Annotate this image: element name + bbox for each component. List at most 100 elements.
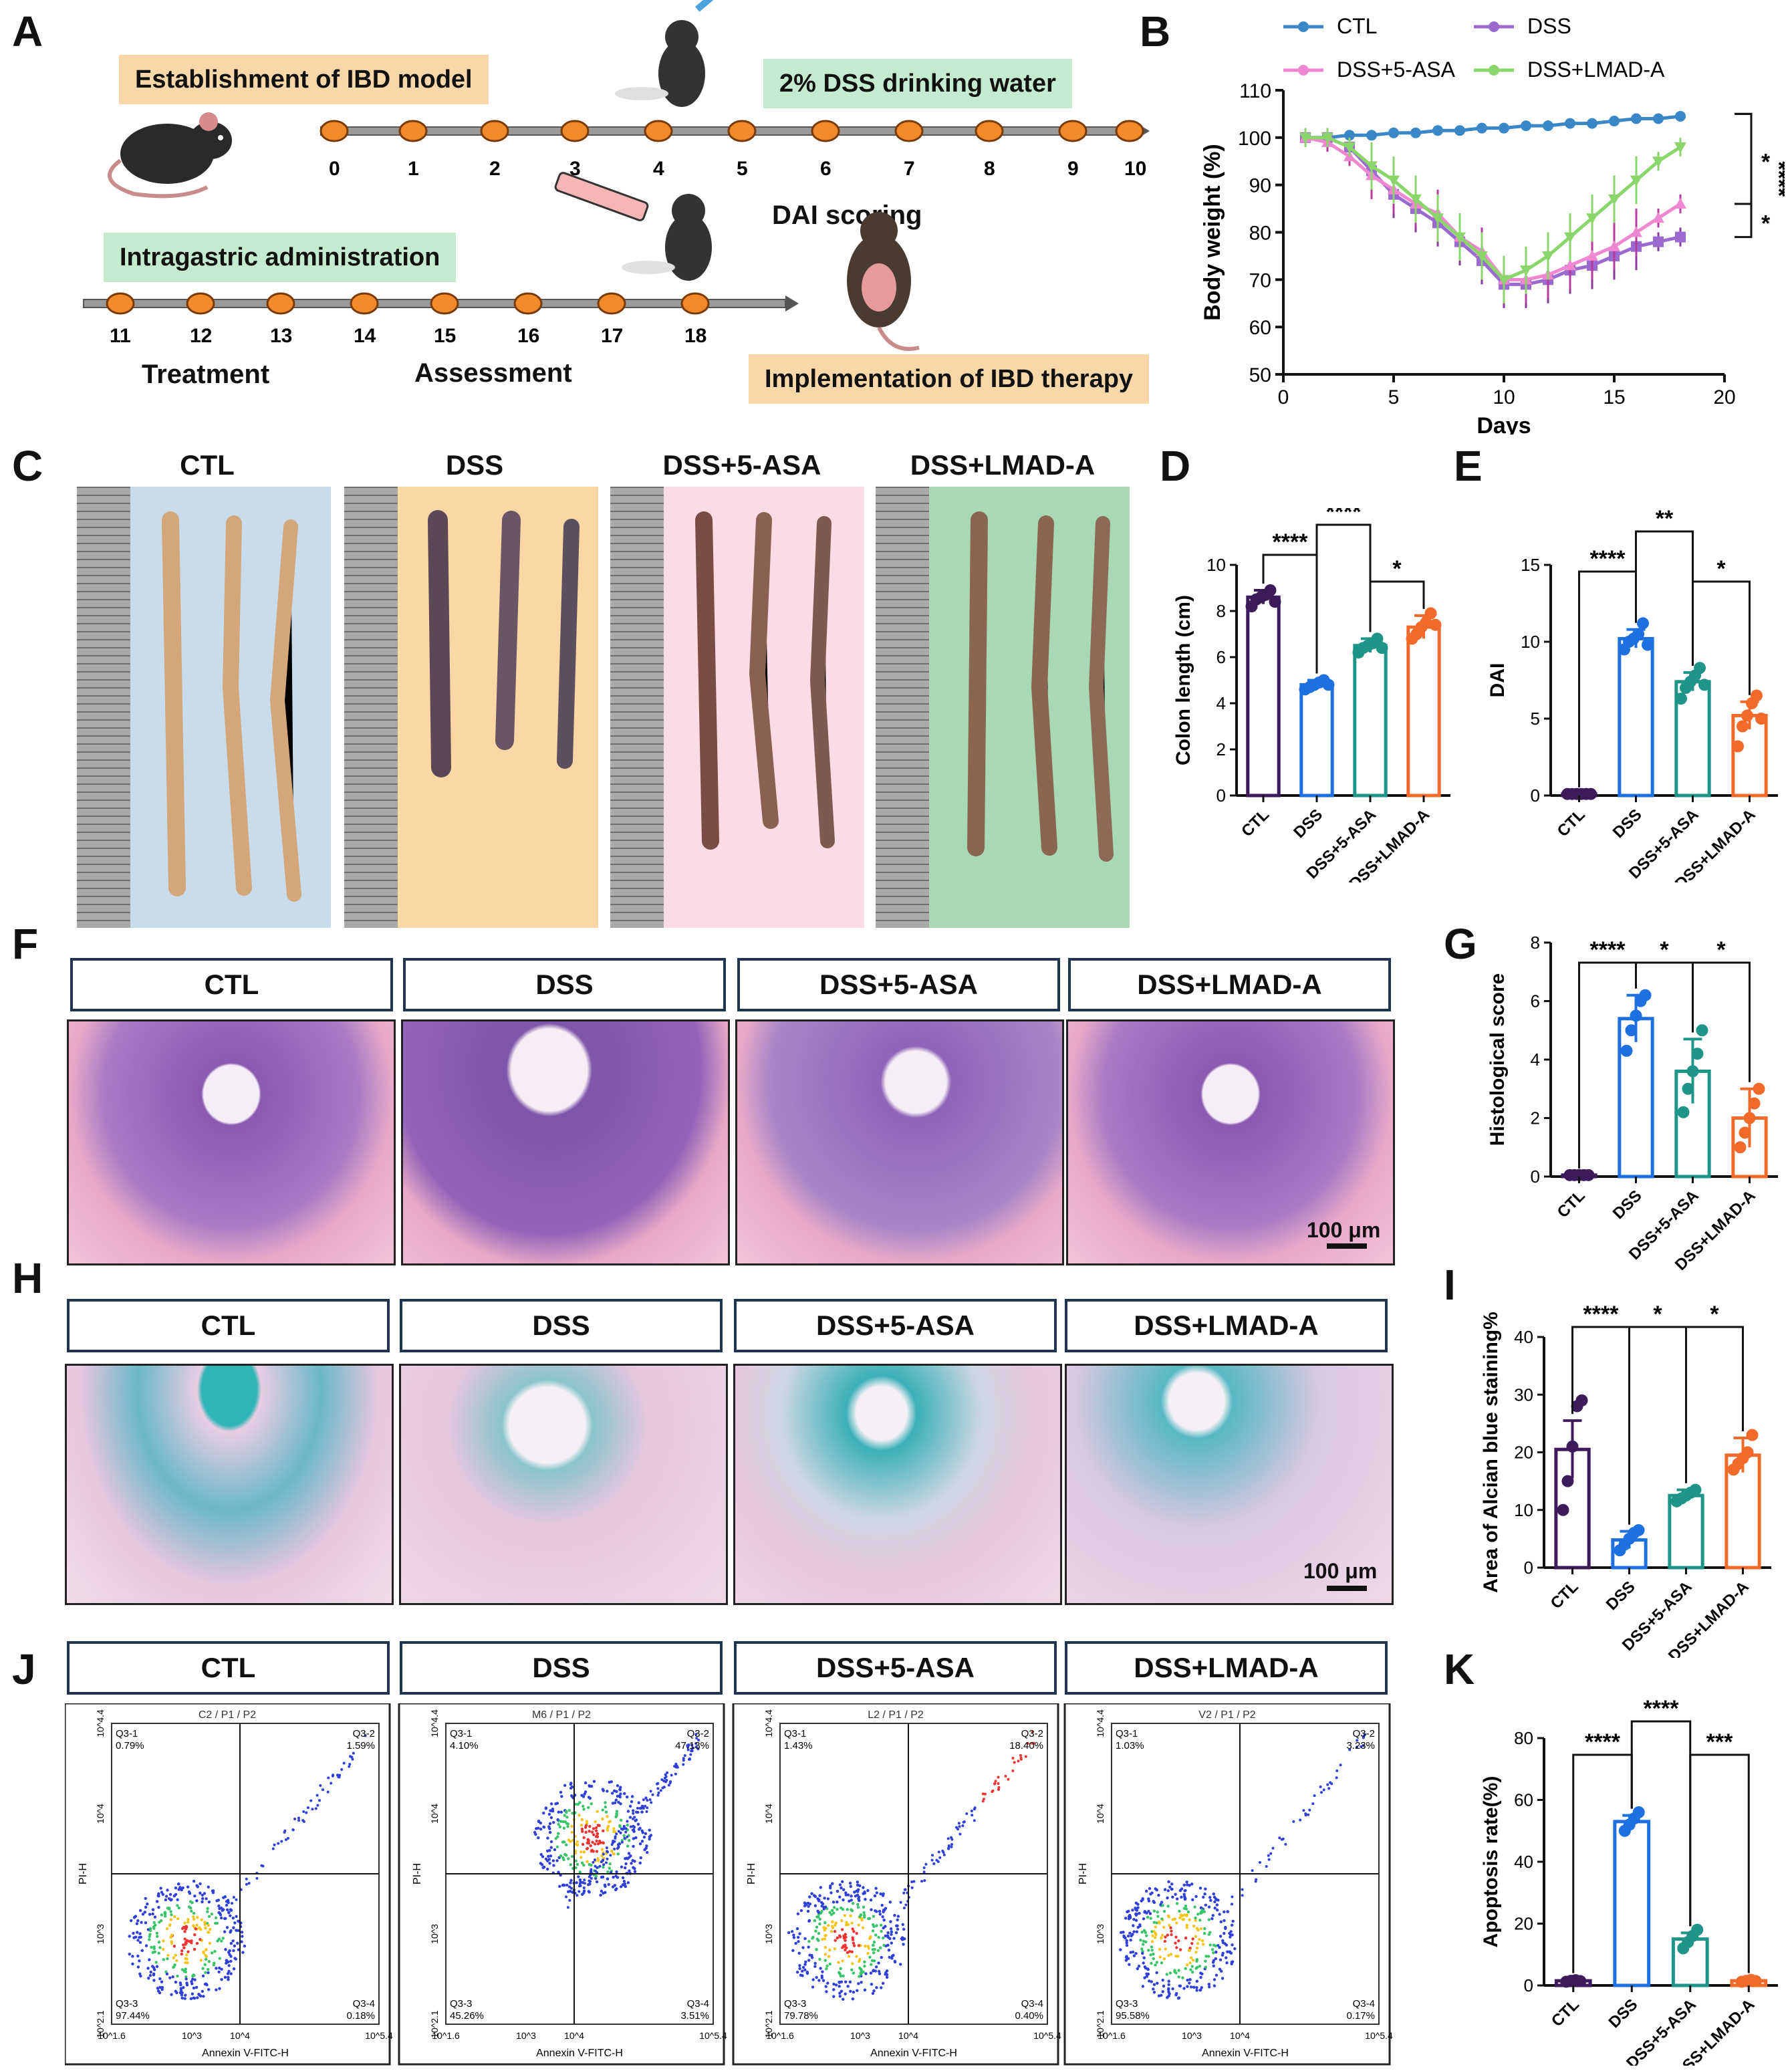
facs-event [860,1969,864,1973]
facs-event [858,1966,862,1970]
y-axis-label: Body weight (%) [1200,144,1225,320]
facs-event [593,1858,596,1862]
facs-event [195,1923,199,1927]
facs-event [817,1931,821,1935]
facs-event [850,1908,853,1911]
timeline-dot [680,292,710,315]
facs-event [592,1780,596,1783]
facs-event [1171,1918,1174,1921]
facs-event [232,1896,235,1899]
timeline-day-label: 11 [110,325,131,347]
facs-event [225,1903,229,1907]
mouse-dissected [847,212,920,351]
quadrant-name: Q3-1 [784,1728,806,1739]
facs-event [576,1803,580,1806]
facs-event [615,1832,618,1836]
facs-event [165,1927,169,1931]
sig-bracket [1735,112,1753,205]
facs-event [815,1948,818,1951]
facs-event [148,1935,151,1938]
facs-event [946,1837,950,1840]
facs-event [1135,1913,1139,1916]
facs-event [624,1857,627,1860]
facs-event [1138,1923,1142,1927]
facs-event [561,1840,565,1844]
facs-event [807,1945,810,1949]
facs-event [1184,1905,1188,1908]
facs-event [838,1883,842,1886]
facs-event [1154,1925,1158,1929]
facs-event [1150,1961,1153,1965]
facs-event [566,1906,569,1909]
facs-event [578,1890,581,1893]
facs-event [199,1937,202,1941]
facs-event [205,1948,208,1952]
quadrant-name: Q3-3 [116,1998,138,2009]
facs-event [818,1917,822,1921]
legend-marker [1489,65,1499,76]
facs-event [648,1835,652,1838]
facs-event [594,1826,598,1830]
facs-event [616,1784,620,1788]
facs-event [622,1834,626,1837]
facs-event [1208,1931,1212,1934]
facs-event [617,1800,620,1804]
facs-event [824,1985,827,1988]
facs-event [1171,1895,1174,1899]
facs-event [170,1913,173,1917]
facs-event [807,1939,811,1943]
facs-title: C2 / P1 / P2 [199,1709,256,1721]
facs-event [168,1923,172,1927]
facs-event [868,1955,872,1959]
facs-event [148,1913,152,1916]
facs-event [211,1891,215,1895]
facs-event [558,1825,562,1828]
panel-label-c: C [12,442,43,490]
facs-event [846,1951,850,1955]
facs-event [1031,1741,1034,1745]
y-tick-label: 0 [1531,1167,1540,1187]
facs-event [1184,1936,1188,1940]
facs-event [864,1898,867,1901]
facs-event [656,1787,660,1790]
data-point [1732,740,1744,753]
facs-event [689,1753,692,1756]
facs-event [612,1830,616,1834]
facs-event [152,1972,156,1976]
facs-event [604,1891,607,1895]
facs-event [566,1825,569,1828]
facs-event [1192,1985,1196,1989]
data-point [1637,617,1649,630]
facs-event [614,1835,617,1838]
facs-event [592,1827,596,1830]
timeline-day-label: 6 [820,158,831,180]
facs-event [808,1953,811,1957]
timeline-dot [430,292,459,315]
facs-event [180,1952,184,1956]
facs-event [208,1941,212,1945]
facs-event [1156,1981,1159,1985]
facs-event [1217,1899,1220,1902]
facs-event [997,1786,1001,1789]
facs-event [863,1890,866,1894]
facs-event [588,1891,591,1894]
facs-event [220,1939,223,1943]
facs-event [352,1751,355,1755]
facs-event [648,1828,651,1832]
facs-event [645,1850,649,1854]
facs-event [225,1926,229,1929]
facs-event [1208,1896,1212,1899]
facs-event [234,1957,237,1961]
facs-event [626,1823,630,1827]
timeline-day-label: 5 [737,158,748,180]
facs-event [838,1991,842,1995]
data-point [1743,1112,1756,1124]
facs-event [559,1820,563,1823]
facs-event [601,1817,604,1821]
facs-event [798,1967,801,1971]
facs-title: M6 / P1 / P2 [532,1709,591,1721]
facs-event [613,1840,616,1843]
facs-event [872,1915,876,1918]
facs-event [832,1988,836,1991]
facs-event [606,1824,610,1828]
